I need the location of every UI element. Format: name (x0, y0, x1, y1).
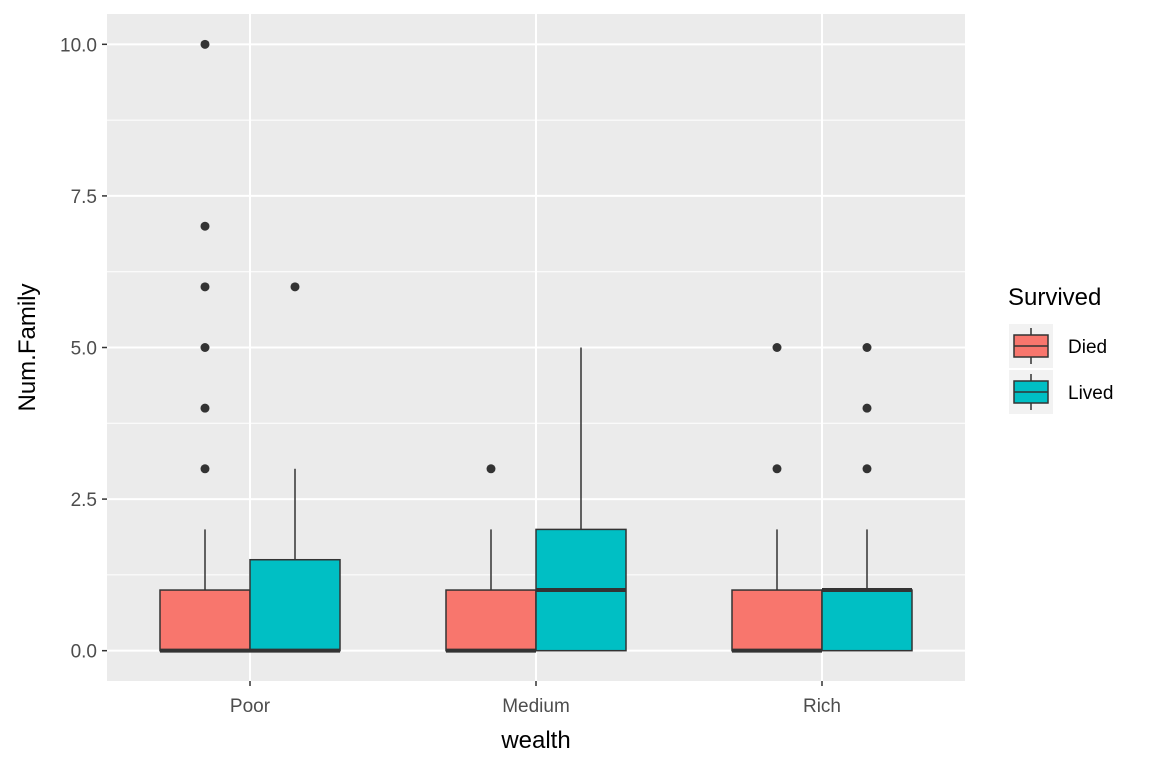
y-tick-label: 5.0 (71, 339, 97, 360)
box-body (159, 589, 251, 652)
outlier-point (862, 403, 872, 413)
outlier-point (200, 464, 210, 474)
legend-key-lived: Lived (1009, 370, 1113, 414)
box-body (445, 589, 537, 652)
legend-label: Lived (1068, 383, 1113, 404)
y-axis-title: Num.Family (14, 283, 41, 411)
box-lived-medium (535, 347, 627, 652)
outlier-point (200, 39, 210, 49)
box-body (249, 558, 341, 652)
y-tick-label: 10.0 (60, 35, 97, 56)
outlier-point (862, 343, 872, 352)
legend: Survived Died Lived (1008, 284, 1113, 414)
box-died-medium (445, 464, 537, 653)
box-body (731, 589, 823, 652)
box-body (821, 589, 913, 652)
outlier-point (290, 282, 300, 292)
y-tick-label: 7.5 (71, 187, 97, 208)
box-lived-poor (249, 282, 341, 653)
outlier-point (772, 464, 782, 474)
outlier-point (200, 403, 210, 413)
legend-title: Survived (1008, 284, 1101, 311)
legend-key-died: Died (1009, 324, 1107, 368)
x-axis-title: wealth (500, 727, 570, 754)
outlier-point (772, 343, 782, 352)
outlier-point (200, 221, 210, 231)
y-tick-label: 2.5 (71, 490, 97, 511)
x-tick-label: Medium (502, 696, 570, 717)
box-died-rich (731, 343, 823, 653)
box-series (159, 39, 913, 653)
box-died-poor (159, 39, 251, 653)
box-lived-rich (821, 343, 913, 652)
outlier-point (200, 343, 210, 352)
outlier-point (200, 282, 210, 292)
x-tick-label: Rich (803, 696, 841, 717)
x-tick-label: Poor (230, 696, 271, 717)
y-axis: 0.0 2.5 5.0 7.5 10.0 (60, 35, 107, 663)
x-axis: Poor Medium Rich (230, 681, 841, 717)
outlier-point (862, 464, 872, 474)
y-tick-label: 0.0 (71, 642, 97, 663)
legend-label: Died (1068, 337, 1107, 358)
outlier-point (486, 464, 496, 474)
